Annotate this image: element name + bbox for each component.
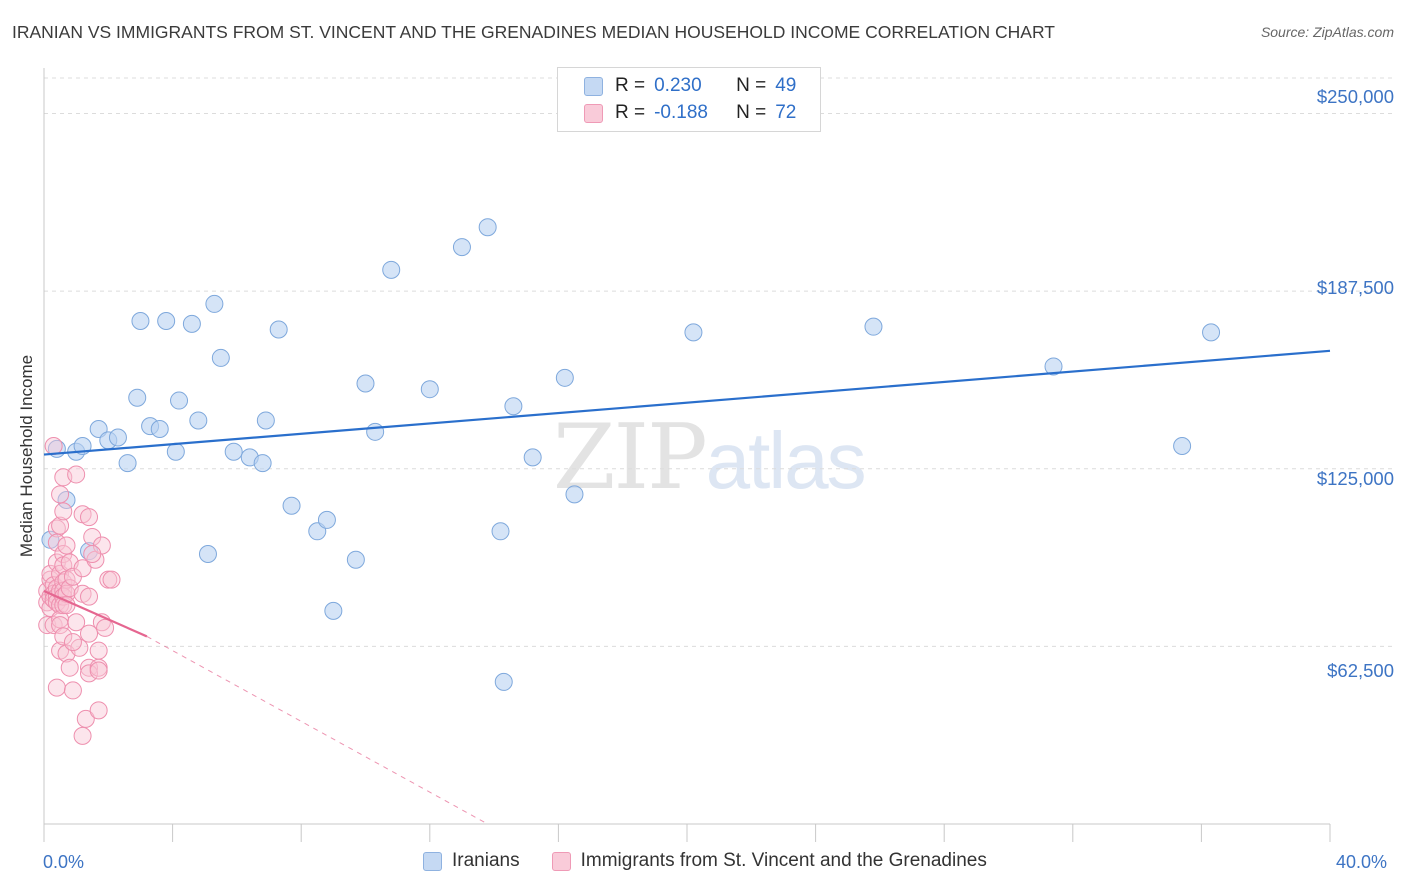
y-tick-label-187500: $187,500 (1316, 277, 1394, 298)
iranians-point (182, 314, 201, 333)
legend-item-iranians: Iranians (423, 850, 520, 872)
iranians-trend-line (43, 349, 1331, 456)
r-label: R = (615, 75, 646, 96)
y-tick-label-125000: $125,000 (1316, 468, 1394, 489)
watermark-atlas: atlas (705, 416, 867, 505)
iranians-point (346, 550, 365, 569)
svg-immigrants-point (47, 519, 66, 538)
svg-immigrants-point (57, 536, 76, 555)
n-value: 72 (775, 102, 797, 123)
svg-immigrants-point (54, 502, 73, 521)
legend-label-svg-immigrants: Immigrants from St. Vincent and the Gren… (580, 850, 987, 871)
iranians-point (108, 428, 127, 447)
iranians-point (205, 294, 224, 313)
iranians-point (1202, 323, 1221, 342)
iranians-point (864, 317, 883, 336)
iranians-point (253, 454, 272, 473)
svg-immigrants-point (67, 613, 86, 632)
iranians-point (282, 496, 301, 515)
svg-immigrants-trend-extension (146, 635, 488, 825)
svg-immigrants-point (96, 618, 115, 637)
iranians-point (356, 374, 375, 393)
svg-immigrants-point (54, 627, 73, 646)
n-value: 49 (775, 75, 797, 96)
iranians-point (420, 380, 439, 399)
y-tick-label-62500: $62,500 (1327, 660, 1394, 681)
svg-immigrants-point (83, 545, 102, 564)
iranians-point (224, 442, 243, 461)
svg-immigrants-point (51, 516, 70, 535)
svg-immigrants-point (89, 701, 108, 720)
n-label: N = (736, 75, 767, 96)
legend-item-svg-immigrants: Immigrants from St. Vincent and the Gren… (551, 850, 987, 872)
iranians-point (1044, 357, 1063, 376)
iranians-point (555, 368, 574, 387)
svg-immigrants-point (60, 658, 79, 677)
iranians-point (494, 672, 513, 691)
legend-swatch-pink (584, 103, 603, 123)
iranians-point (131, 311, 150, 330)
legend-swatch-pink (551, 851, 571, 871)
iranians-point (166, 442, 185, 461)
legend-row-svg-immigrants: R = -0.188 N = 72 (584, 100, 796, 126)
iranians-point (150, 419, 169, 438)
svg-immigrants-point (63, 681, 82, 700)
iranians-point (684, 323, 703, 342)
svg-immigrants-point (80, 624, 99, 643)
iranians-point (170, 391, 189, 410)
legend-swatch-blue (584, 76, 603, 96)
r-value: -0.188 (654, 102, 708, 123)
svg-immigrants-point (89, 641, 108, 660)
legend-row-iranians: R = 0.230 N = 49 (584, 73, 796, 99)
iranians-point (198, 545, 217, 564)
svg-immigrants-point (73, 559, 92, 578)
iranians-point (366, 422, 385, 441)
iranians-point (256, 411, 275, 430)
svg-immigrants-point (102, 570, 121, 589)
iranians-point (317, 510, 336, 529)
iranians-point (128, 388, 147, 407)
legend-label-iranians: Iranians (452, 850, 520, 871)
r-label: R = (615, 102, 646, 123)
iranians-point (211, 348, 230, 367)
iranians-point (324, 601, 343, 620)
svg-immigrants-point (51, 485, 70, 504)
y-axis-label: Median Household Income (17, 354, 36, 558)
legend-swatch-blue (423, 851, 442, 871)
iranians-point (157, 311, 176, 330)
iranians-point (491, 522, 510, 541)
iranians-point (189, 411, 208, 430)
svg-immigrants-point (80, 508, 99, 527)
svg-immigrants-point (80, 587, 99, 606)
iranians-point (269, 320, 288, 339)
x-tick-label-min: 0.0% (43, 852, 85, 872)
n-label: N = (736, 102, 767, 123)
svg-immigrants-point (44, 437, 63, 456)
x-tick-label-max: 40.0% (1336, 852, 1388, 872)
iranians-point (1173, 437, 1192, 456)
svg-immigrants-point (67, 465, 86, 484)
iranians-point (118, 454, 137, 473)
series-legend: Iranians Immigrants from St. Vincent and… (423, 850, 1019, 872)
svg-immigrants-point (63, 633, 82, 652)
y-tick-label-250000: $250,000 (1316, 86, 1394, 107)
source-label: Source: ZipAtlas.com (1260, 24, 1394, 40)
r-value: 0.230 (654, 75, 702, 96)
iranians-point (382, 260, 401, 279)
svg-immigrants-point (73, 726, 92, 745)
correlation-legend: R = 0.230 N = 49 R = -0.188 N = 72 (557, 67, 821, 132)
svg-immigrants-point (47, 678, 66, 697)
svg-immigrants-point (76, 709, 95, 728)
chart-title: IRANIAN VS IMMIGRANTS FROM ST. VINCENT A… (12, 22, 1055, 42)
iranians-point (565, 485, 584, 504)
iranians-point (478, 218, 497, 237)
iranians-point (452, 238, 471, 257)
iranians-point (523, 448, 542, 467)
iranians-point (504, 397, 523, 416)
svg-immigrants-point (89, 661, 108, 680)
svg-immigrants-trend-line (43, 589, 148, 638)
